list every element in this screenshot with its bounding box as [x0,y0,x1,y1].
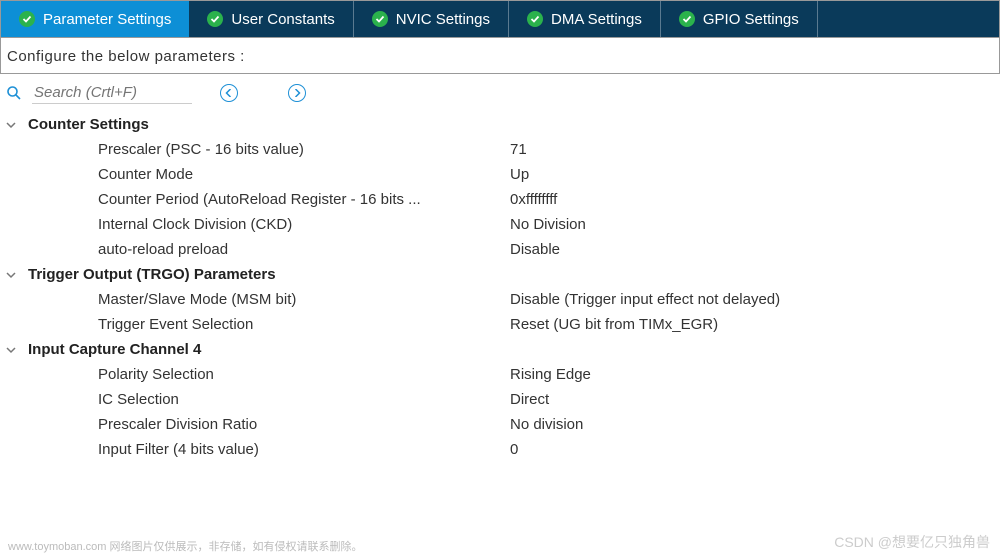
param-row[interactable]: Prescaler Division RatioNo division [98,412,1000,437]
parameter-tree: Counter Settings Prescaler (PSC - 16 bits… [0,110,1000,482]
param-value[interactable]: 71 [510,141,527,158]
param-value[interactable]: Disable [510,241,560,258]
param-value[interactable]: Disable (Trigger input effect not delaye… [510,291,780,308]
param-value[interactable]: Reset (UG bit from TIMx_EGR) [510,316,718,333]
footer-right-watermark: CSDN @想要亿只独角兽 [834,532,990,552]
param-label: Counter Period (AutoReload Register - 16… [98,191,510,208]
param-label: Prescaler Division Ratio [98,416,510,433]
param-label: Input Filter (4 bits value) [98,441,510,458]
tab-label: DMA Settings [551,11,642,28]
next-match-button[interactable] [288,84,306,102]
toolbar [0,74,1000,110]
param-row[interactable]: Input Filter (4 bits value)0 [98,437,1000,462]
chevron-down-icon [6,120,20,130]
param-label: Trigger Event Selection [98,316,510,333]
tab-nvic-settings[interactable]: NVIC Settings [354,1,509,37]
param-value[interactable]: 0 [510,441,518,458]
chevron-down-icon [6,345,20,355]
tab-label: Parameter Settings [43,11,171,28]
param-value[interactable]: Direct [510,391,549,408]
search-icon [6,85,22,101]
tab-user-constants[interactable]: User Constants [189,1,353,37]
param-value[interactable]: Up [510,166,529,183]
param-label: IC Selection [98,391,510,408]
param-row[interactable]: IC SelectionDirect [98,387,1000,412]
param-label: Internal Clock Division (CKD) [98,216,510,233]
param-row[interactable]: Prescaler (PSC - 16 bits value)71 [98,137,1000,162]
section-header[interactable]: Trigger Output (TRGO) Parameters [6,262,1000,287]
section-rows: Master/Slave Mode (MSM bit)Disable (Trig… [6,287,1000,337]
tab-dma-settings[interactable]: DMA Settings [509,1,661,37]
param-value[interactable]: Rising Edge [510,366,591,383]
param-row[interactable]: Counter ModeUp [98,162,1000,187]
section-title: Input Capture Channel 4 [28,341,201,358]
check-icon [207,11,223,27]
check-icon [19,11,35,27]
section-title: Trigger Output (TRGO) Parameters [28,266,276,283]
section-title: Counter Settings [28,116,149,133]
param-label: Master/Slave Mode (MSM bit) [98,291,510,308]
tab-bar: Parameter Settings User Constants NVIC Set… [0,0,1000,38]
check-icon [679,11,695,27]
tab-label: NVIC Settings [396,11,490,28]
tab-label: GPIO Settings [703,11,799,28]
footer-left-watermark: www.toymoban.com 网络图片仅供展示，非存储，如有侵权请联系删除。 [8,538,362,554]
param-label: auto-reload preload [98,241,510,258]
param-row[interactable]: Counter Period (AutoReload Register - 16… [98,187,1000,212]
prev-match-button[interactable] [220,84,238,102]
param-row[interactable]: Trigger Event SelectionReset (UG bit fro… [98,312,1000,337]
check-icon [527,11,543,27]
param-value[interactable]: No Division [510,216,586,233]
section-rows: Prescaler (PSC - 16 bits value)71Counter… [6,137,1000,262]
section-header[interactable]: Counter Settings [6,112,1000,137]
search-input[interactable] [32,82,192,104]
param-row[interactable]: Polarity SelectionRising Edge [98,362,1000,387]
tab-label: User Constants [231,11,334,28]
configure-subheader: Configure the below parameters : [0,38,1000,74]
tab-parameter-settings[interactable]: Parameter Settings [1,1,189,37]
param-row[interactable]: auto-reload preloadDisable [98,237,1000,262]
param-label: Polarity Selection [98,366,510,383]
section-rows: Polarity SelectionRising EdgeIC Selectio… [6,362,1000,462]
param-row[interactable]: Master/Slave Mode (MSM bit)Disable (Trig… [98,287,1000,312]
section-header[interactable]: Input Capture Channel 4 [6,337,1000,362]
param-label: Counter Mode [98,166,510,183]
param-value[interactable]: 0xffffffff [510,191,557,208]
check-icon [372,11,388,27]
param-label: Prescaler (PSC - 16 bits value) [98,141,510,158]
param-row[interactable]: Internal Clock Division (CKD)No Division [98,212,1000,237]
tab-gpio-settings[interactable]: GPIO Settings [661,1,818,37]
param-value[interactable]: No division [510,416,583,433]
chevron-down-icon [6,270,20,280]
